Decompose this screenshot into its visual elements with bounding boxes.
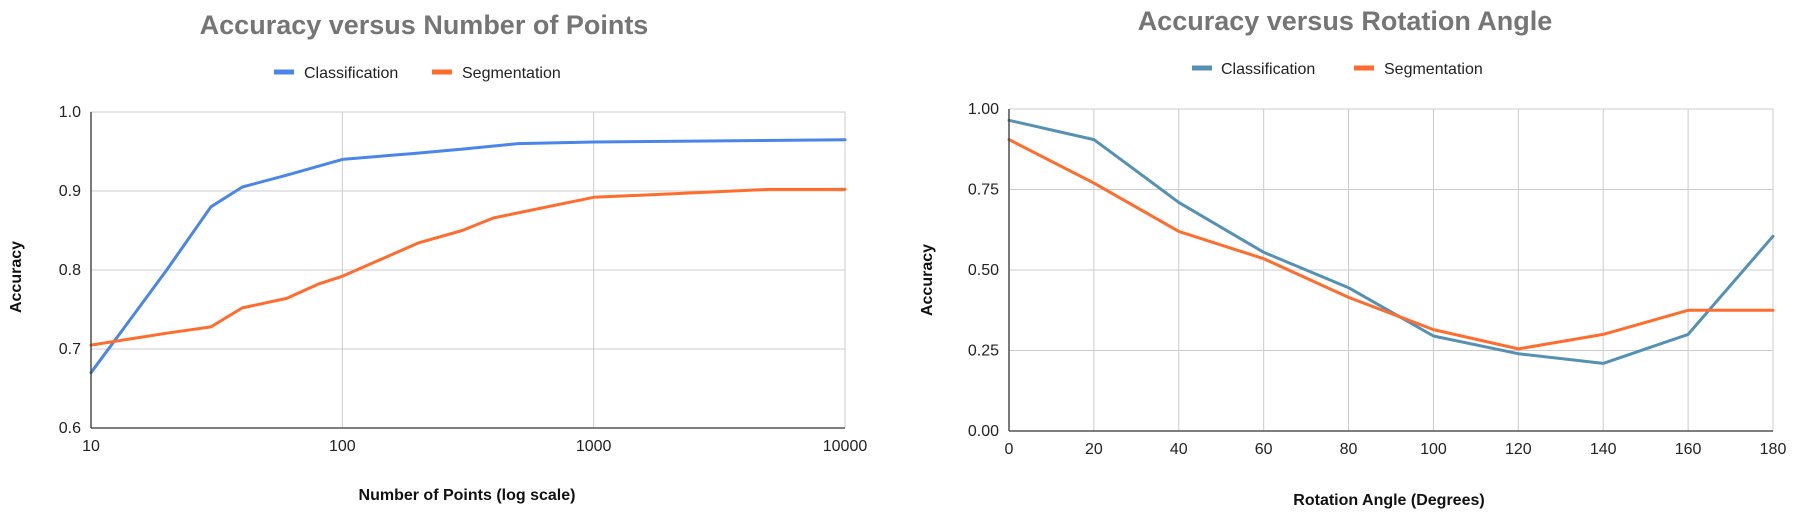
x-tick-label: 100 [1420, 441, 1447, 458]
x-tick-label: 1000 [576, 438, 612, 455]
legend-label-segmentation: Segmentation [462, 65, 561, 82]
y-axis-ticks: 0.6 0.7 0.8 0.9 1.0 [59, 104, 81, 437]
y-axis-ticks: 0.00 0.25 0.50 0.75 1.00 [968, 101, 999, 440]
x-tick-label: 80 [1340, 441, 1358, 458]
x-tick-label: 180 [1760, 441, 1787, 458]
chart-title: Accuracy versus Rotation Angle [1138, 6, 1553, 36]
legend-label-classification: Classification [1221, 61, 1315, 78]
y-tick-label: 0.50 [968, 262, 999, 279]
y-axis-title: Accuracy [8, 241, 25, 313]
y-tick-label: 0.75 [968, 182, 999, 199]
x-tick-label: 140 [1590, 441, 1617, 458]
x-axis-ticks: 0 20 40 60 80 100 120 140 160 180 [1005, 441, 1787, 458]
y-tick-label: 1.00 [968, 101, 999, 118]
series-line-classification [89, 138, 847, 375]
y-tick-label: 0.6 [59, 420, 81, 437]
chart-title: Accuracy versus Number of Points [200, 10, 649, 40]
chart-points: Accuracy versus Number of Points Classif… [8, 10, 867, 504]
y-tick-label: 0.00 [968, 423, 999, 440]
y-axis-title: Accuracy [919, 244, 936, 316]
y-tick-label: 0.9 [59, 183, 81, 200]
y-tick-label: 1.0 [59, 104, 81, 121]
gridlines [90, 111, 846, 429]
x-tick-label: 60 [1255, 441, 1273, 458]
x-axis-title: Rotation Angle (Degrees) [1293, 492, 1484, 509]
series-line-segmentation [89, 187, 847, 347]
x-axis-ticks: 10 100 1000 10000 [82, 438, 867, 455]
y-tick-label: 0.7 [59, 341, 81, 358]
chart-rotation: Accuracy versus Rotation Angle Classific… [919, 6, 1786, 509]
x-tick-label: 120 [1505, 441, 1532, 458]
y-tick-label: 0.25 [968, 343, 999, 360]
legend: Classification Segmentation [274, 65, 561, 82]
x-tick-label: 20 [1085, 441, 1103, 458]
x-tick-label: 10 [82, 438, 100, 455]
x-tick-label: 10000 [823, 438, 868, 455]
x-axis-title: Number of Points (log scale) [359, 487, 576, 504]
series-lines [1007, 118, 1775, 365]
x-tick-label: 160 [1675, 441, 1702, 458]
series-line-classification [1007, 118, 1775, 365]
x-tick-label: 40 [1170, 441, 1188, 458]
series-line-segmentation [1007, 138, 1775, 351]
legend-label-classification: Classification [304, 65, 398, 82]
gridlines [1008, 108, 1774, 432]
legend-label-segmentation: Segmentation [1384, 61, 1483, 78]
legend: Classification Segmentation [1192, 61, 1483, 78]
series-lines [89, 138, 847, 375]
x-tick-label: 0 [1005, 441, 1014, 458]
y-tick-label: 0.8 [59, 262, 81, 279]
x-tick-label: 100 [329, 438, 356, 455]
